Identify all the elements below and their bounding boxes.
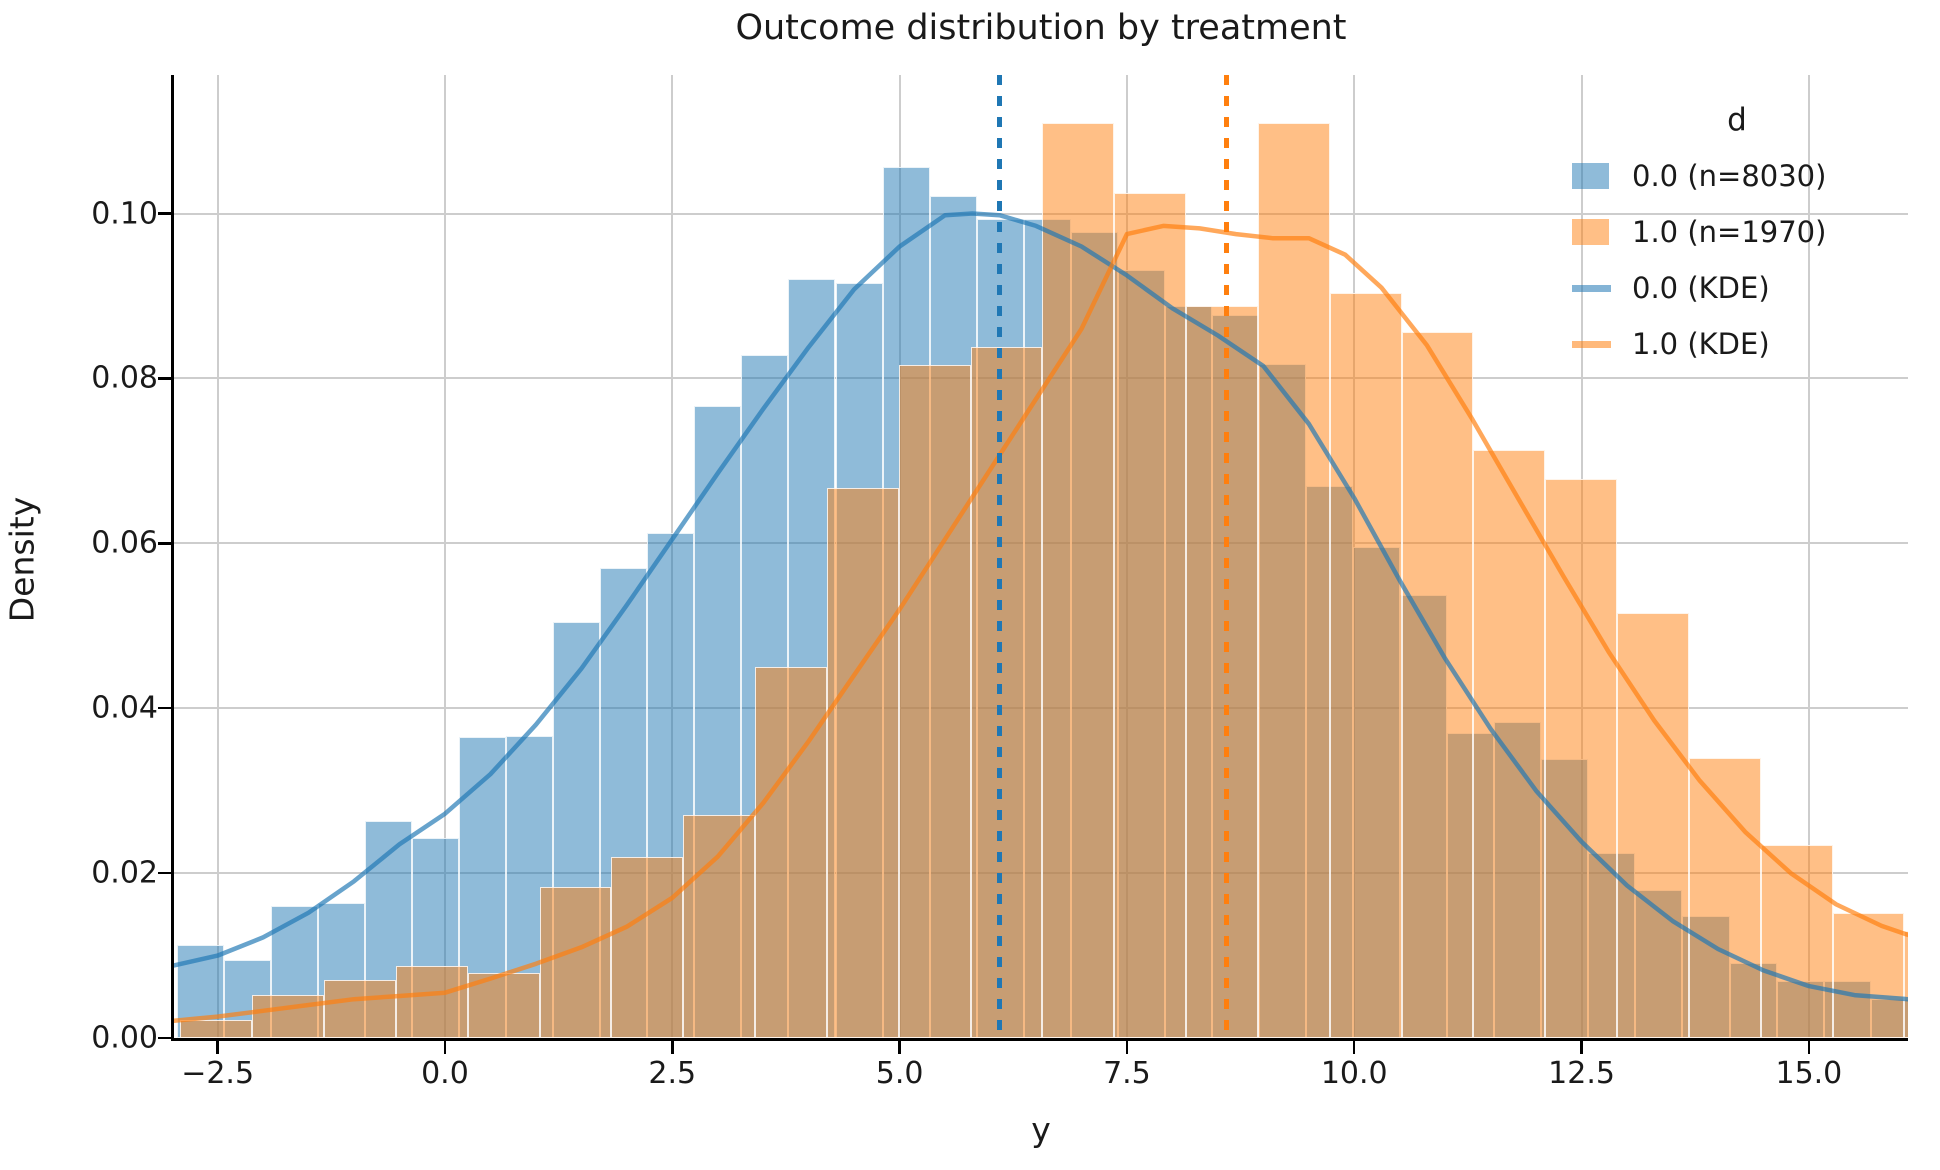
x-tick-mark (1807, 1041, 1811, 1054)
histogram-bar (180, 1019, 253, 1038)
histogram-bar (826, 488, 899, 1038)
legend-label: 0.0 (n=8030) (1632, 159, 1827, 193)
histogram-bar (611, 856, 684, 1038)
histogram-bar (1186, 305, 1258, 1038)
gridline-vertical (1807, 75, 1810, 1038)
y-tick-mark (158, 212, 171, 215)
legend-swatch-box (1572, 340, 1632, 348)
legend-label: 1.0 (KDE) (1632, 327, 1770, 361)
legend-swatch-box (1572, 219, 1632, 245)
x-tick-label: 7.5 (1103, 1056, 1151, 1091)
legend-entry-hist-orange: 1.0 (n=1970) (1572, 204, 1902, 260)
x-tick-mark (671, 1041, 674, 1054)
legend-label: 0.0 (KDE) (1632, 271, 1770, 305)
x-tick-label: 5.0 (875, 1056, 924, 1091)
kde-line-orange (174, 223, 1908, 1023)
plot-area (171, 75, 1908, 1041)
legend-swatch-box (1572, 163, 1632, 189)
histogram-bar (1545, 478, 1618, 1038)
histogram-bar (252, 995, 325, 1038)
x-tick-mark (1125, 1041, 1129, 1054)
x-tick-mark (443, 1041, 447, 1054)
histogram-bar (539, 887, 612, 1038)
y-tick-label: 0.04 (91, 690, 158, 726)
y-axis-label: Density (2, 496, 42, 623)
y-tick-label: 0.06 (91, 525, 158, 561)
histogram-bar (395, 966, 468, 1038)
histogram-bar (1832, 912, 1905, 1038)
x-tick-label: 12.5 (1548, 1056, 1615, 1091)
chart-title: Outcome distribution by treatment (735, 8, 1347, 48)
legend-label: 1.0 (n=1970) (1632, 215, 1827, 249)
legend-entry-hist-blue: 0.0 (n=8030) (1572, 148, 1902, 204)
blue-patch-swatch-icon (1572, 163, 1609, 189)
histogram-bar (1329, 293, 1402, 1038)
histogram-bar (1257, 122, 1330, 1038)
y-tick-mark (158, 542, 171, 545)
x-tick-mark (216, 1041, 219, 1054)
x-tick-mark (898, 1041, 901, 1054)
y-tick-mark (158, 871, 171, 875)
y-tick-label: 0.02 (91, 855, 158, 891)
x-tick-mark (1352, 1041, 1356, 1054)
mean-vline (1223, 75, 1229, 1038)
kde-line-blue (174, 211, 1908, 1002)
x-axis-label: y (1031, 1110, 1051, 1149)
x-tick-label: 0.0 (421, 1056, 469, 1091)
blue-line-swatch-icon (1572, 284, 1611, 292)
mean-vline (997, 75, 1003, 1038)
histogram-bar (324, 980, 396, 1038)
legend: d 0.0 (n=8030) 1.0 (n=1970) 0.0 (KDE) 1.… (1572, 92, 1902, 372)
gridline-vertical (443, 75, 446, 1038)
histogram-bar (1114, 192, 1187, 1038)
x-tick-label: 10.0 (1320, 1056, 1388, 1091)
legend-entry-kde-blue: 0.0 (KDE) (1572, 260, 1902, 316)
kde-curves (174, 211, 1908, 1023)
orange-line-swatch-icon (1572, 340, 1611, 348)
histogram-bar (898, 365, 971, 1038)
histogram-bar (1688, 758, 1761, 1038)
x-tick-label: −2.5 (181, 1056, 255, 1091)
histogram-bar (1904, 930, 1908, 1038)
y-tick-mark (158, 377, 171, 380)
y-tick-mark (158, 706, 171, 710)
orange-patch-swatch-icon (1572, 219, 1609, 245)
x-tick-label: 15.0 (1775, 1056, 1843, 1091)
gridline-vertical (216, 75, 219, 1038)
legend-title: d (1727, 102, 1747, 138)
x-tick-label: 2.5 (648, 1056, 697, 1091)
legend-entry-kde-orange: 1.0 (KDE) (1572, 316, 1902, 372)
histogram-bar (970, 347, 1043, 1038)
y-tick-mark (158, 1036, 171, 1040)
legend-swatch-box (1572, 284, 1632, 292)
y-tick-label: 0.08 (91, 360, 158, 396)
histogram-bar (1473, 450, 1546, 1038)
histogram-bar (1042, 122, 1115, 1038)
y-tick-label: 0.10 (91, 196, 158, 231)
gridline-horizontal (174, 212, 1908, 215)
y-tick-label: 0.00 (91, 1020, 158, 1056)
x-tick-mark (1580, 1041, 1583, 1054)
